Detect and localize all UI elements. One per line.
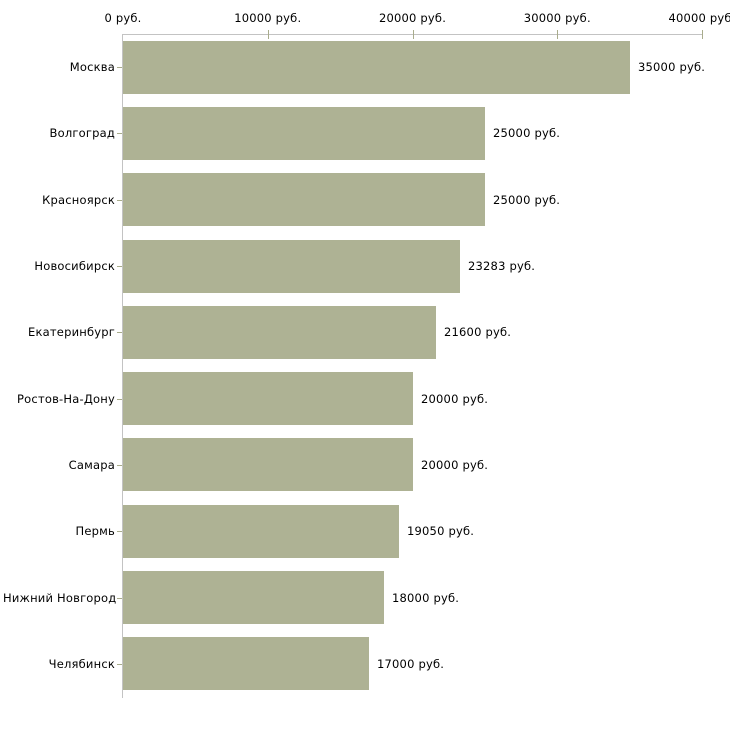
bar-value-label: 25000 руб. [493, 192, 561, 207]
x-axis-tick-mark [412, 30, 414, 39]
bar-value-label: 35000 руб. [638, 60, 706, 75]
x-axis-tick-mark [702, 30, 703, 39]
bar-value-label: 18000 руб. [392, 590, 460, 605]
y-axis-tick-mark [117, 664, 122, 665]
x-axis-tick-label: 10000 руб. [234, 11, 302, 25]
x-axis-tick-label: 40000 руб. [668, 11, 730, 25]
y-axis-tick-mark [117, 531, 122, 532]
y-axis-category-label: Нижний Новгород [3, 590, 117, 605]
y-axis-line [122, 34, 123, 698]
bar[interactable] [123, 240, 460, 293]
y-axis-tick-mark [117, 67, 122, 68]
y-axis-tick-mark [117, 598, 122, 599]
bar[interactable] [123, 571, 384, 624]
bar[interactable] [123, 173, 485, 226]
bar-value-label: 23283 руб. [468, 259, 536, 274]
bar-value-label: 17000 руб. [377, 656, 445, 671]
bar[interactable] [123, 107, 485, 160]
x-axis-tick-label: 30000 руб. [523, 11, 591, 25]
bar-value-label: 20000 руб. [421, 457, 489, 472]
y-axis-tick-mark [117, 332, 122, 333]
bar[interactable] [123, 41, 630, 94]
y-axis-category-label: Пермь [75, 524, 115, 539]
y-axis-category-label: Новосибирск [34, 259, 115, 274]
bar[interactable] [123, 372, 413, 425]
y-axis-tick-mark [117, 133, 122, 134]
y-axis-tick-mark [117, 399, 122, 400]
y-axis-category-label: Ростов-На-Дону [17, 391, 115, 406]
x-axis-tick-mark [557, 30, 559, 39]
y-axis-category-label: Самара [68, 457, 115, 472]
y-axis-category-label: Красноярск [42, 192, 115, 207]
y-axis-category-label: Москва [69, 60, 115, 75]
x-axis-tick-label: 0 руб. [104, 11, 142, 25]
bar[interactable] [123, 306, 436, 359]
y-axis-tick-mark [117, 465, 122, 466]
bar-value-label: 25000 руб. [493, 126, 561, 141]
bar[interactable] [123, 505, 399, 558]
x-axis-tick-label: 20000 руб. [378, 11, 447, 25]
bar-value-label: 21600 руб. [444, 325, 512, 340]
y-axis-category-label: Екатеринбург [28, 325, 115, 340]
bar[interactable] [123, 637, 369, 690]
y-axis-tick-mark [117, 200, 122, 201]
y-axis-category-label: Челябинск [48, 656, 115, 671]
y-axis-category-label: Волгоград [49, 126, 115, 141]
y-axis-tick-mark [117, 266, 122, 267]
bar-value-label: 20000 руб. [421, 391, 489, 406]
x-axis-tick-mark [267, 30, 269, 39]
bar[interactable] [123, 438, 413, 491]
bar-value-label: 19050 руб. [407, 524, 475, 539]
